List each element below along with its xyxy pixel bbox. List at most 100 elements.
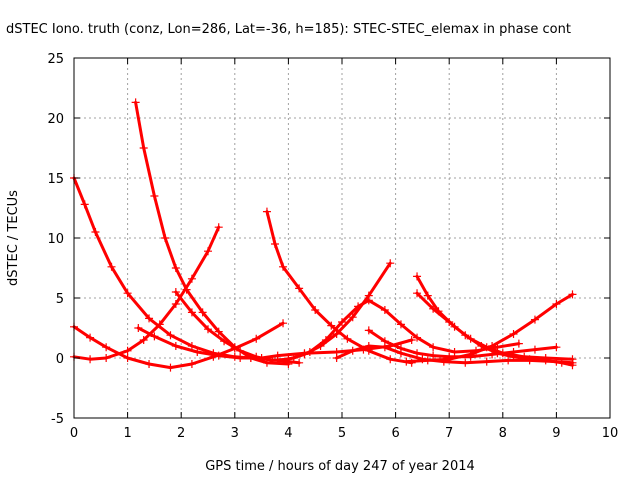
x-tick-label: 3: [231, 426, 239, 441]
data-point: [530, 315, 539, 324]
data-point: [407, 336, 416, 344]
series-line: [404, 292, 574, 364]
data-point: [413, 289, 422, 298]
data-point: [348, 346, 357, 355]
data-point: [187, 342, 196, 350]
data-point: [380, 343, 389, 352]
data-point: [525, 356, 534, 365]
data-point: [123, 354, 132, 362]
data-point: [338, 318, 346, 326]
series-line: [72, 225, 221, 361]
data-point: [214, 351, 223, 360]
data-point: [413, 333, 422, 342]
series-arc-7: [262, 207, 416, 367]
data-point: [214, 327, 223, 336]
data-point: [413, 272, 422, 281]
data-point: [145, 314, 154, 323]
data-point: [198, 308, 207, 317]
series-arc-2: [70, 223, 223, 364]
data-point: [530, 345, 539, 354]
data-point: [386, 355, 395, 364]
y-tick-label: 0: [56, 352, 64, 367]
data-point: [450, 348, 459, 356]
data-point: [568, 358, 577, 367]
y-tick-label: -5: [51, 412, 64, 427]
data-point: [429, 351, 438, 360]
data-point: [252, 334, 261, 343]
data-point: [182, 285, 191, 294]
data-point: [262, 207, 271, 216]
x-tick-label: 2: [177, 426, 185, 441]
data-point: [236, 354, 245, 362]
data-point: [514, 339, 523, 348]
data-point: [150, 332, 159, 341]
data-point: [327, 321, 336, 330]
data-point: [139, 336, 148, 344]
data-point: [155, 320, 164, 329]
data-point: [552, 300, 561, 308]
y-tick-label: 5: [56, 292, 64, 307]
data-point: [552, 357, 561, 366]
data-point: [354, 302, 363, 311]
y-tick-label: 20: [47, 112, 64, 127]
data-point: [271, 240, 279, 248]
data-point: [289, 354, 298, 362]
x-tick-label: 4: [284, 426, 292, 441]
data-point: [418, 355, 427, 364]
series-arc-5: [134, 324, 416, 362]
data-point: [139, 144, 148, 152]
series-line: [265, 210, 414, 365]
data-point: [396, 349, 405, 358]
data-point: [86, 333, 95, 342]
x-axis-title: GPS time / hours of day 247 of year 2014: [205, 459, 475, 474]
data-point: [80, 200, 89, 209]
data-point: [171, 264, 180, 272]
y-tick-label: 10: [47, 232, 64, 247]
data-point: [321, 336, 330, 344]
data-point: [396, 320, 405, 329]
series-arc-8: [273, 296, 523, 365]
data-point: [380, 306, 389, 314]
x-tick-label: 8: [499, 426, 507, 441]
data-point: [279, 262, 288, 271]
x-tick-label: 5: [338, 426, 346, 441]
series-arc-1: [70, 174, 304, 367]
data-point: [305, 348, 314, 356]
data-point: [295, 358, 304, 367]
data-point: [123, 346, 132, 355]
data-point: [364, 326, 373, 335]
data-point: [402, 357, 411, 366]
data-point: [423, 291, 432, 300]
data-point: [145, 360, 154, 368]
data-point: [386, 259, 395, 268]
data-point: [439, 357, 448, 366]
data-point: [461, 358, 470, 367]
x-tick-label: 6: [391, 426, 399, 441]
series-arc-13: [332, 342, 577, 367]
data-point: [171, 288, 180, 296]
data-point: [214, 223, 223, 232]
data-point: [332, 354, 341, 362]
data-point: [482, 357, 491, 366]
data-point: [193, 348, 202, 356]
data-point: [134, 324, 143, 332]
data-point: [236, 346, 245, 355]
x-tick-label: 10: [602, 426, 619, 441]
data-point: [348, 313, 357, 322]
data-point: [461, 331, 470, 340]
data-point: [252, 352, 261, 361]
data-point: [445, 318, 454, 326]
data-point: [91, 228, 100, 236]
series-group: [70, 98, 577, 372]
data-point: [279, 319, 288, 328]
y-axis-title: dSTEC / TECUs: [6, 190, 21, 286]
data-point: [364, 296, 373, 305]
data-point: [220, 337, 229, 346]
data-point: [493, 349, 502, 358]
data-point: [187, 308, 196, 317]
axis-ticks: 0 1 2 3 4 5 6 7 8 9 10 -5 0 5 10 15 20 25: [47, 52, 618, 441]
data-point: [509, 330, 518, 338]
data-point: [187, 274, 196, 283]
data-point: [123, 289, 132, 298]
